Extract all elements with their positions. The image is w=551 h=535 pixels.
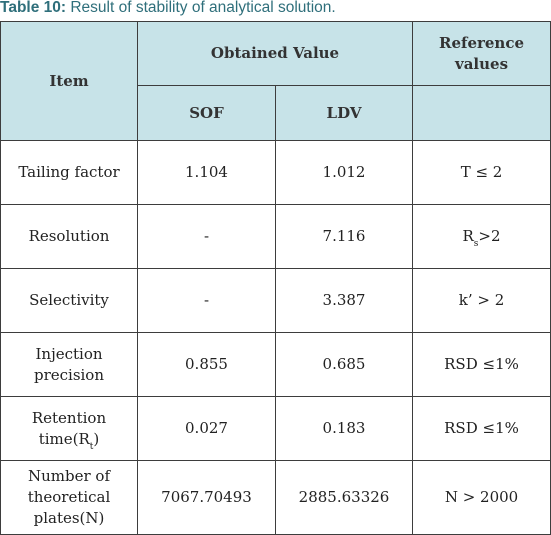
table-row: Tailing factor 1.104 1.012 T ≤ 2 <box>0 140 551 205</box>
reference-subscript: s <box>473 239 479 249</box>
sof-cell: - <box>137 204 276 269</box>
item-cell: Injection precision <box>0 332 138 397</box>
header-sof: SOF <box>137 85 276 141</box>
stability-table: Item Obtained Value Reference values SOF… <box>0 21 551 535</box>
caption-label: Table 10: <box>0 0 67 16</box>
item-cell: Selectivity <box>0 268 138 333</box>
item-cell: Number of theoretical plates(N) <box>0 460 138 535</box>
sof-cell: 0.855 <box>137 332 276 397</box>
sof-cell: - <box>137 268 276 333</box>
item-main: Retention time(R <box>31 408 107 448</box>
table-row: Injection precision 0.855 0.685 RSD ≤1% <box>0 332 551 397</box>
item-cell: Retention time(Rt) <box>0 396 138 461</box>
header-obtained-value: Obtained Value <box>136 21 414 86</box>
header-item: Item <box>0 21 138 141</box>
item-cell: Resolution <box>0 204 138 269</box>
table-caption: Table 10: Result of stability of analyti… <box>0 0 551 20</box>
reference-tail: >2 <box>478 227 501 245</box>
reference-cell: RSD ≤1% <box>412 332 551 397</box>
ldv-cell: 7.116 <box>274 204 414 269</box>
reference-cell: Rs>2 <box>412 204 551 269</box>
item-tail: ) <box>93 429 100 448</box>
ldv-cell: 2885.63326 <box>274 460 414 535</box>
table-row: Number of theoretical plates(N) 7067.704… <box>0 460 551 535</box>
sof-cell: 0.027 <box>137 396 276 461</box>
item-subscript: t <box>89 441 94 452</box>
header-ldv: LDV <box>274 85 414 141</box>
ldv-cell: 0.685 <box>274 332 414 397</box>
header-reference-values: Reference values <box>412 21 551 86</box>
sof-cell: 7067.70493 <box>137 460 276 535</box>
ldv-cell: 1.012 <box>274 140 414 205</box>
table-row: Resolution - 7.116 Rs>2 <box>0 204 551 269</box>
table-row: Selectivity - 3.387 k’ > 2 <box>0 268 551 333</box>
reference-cell: k’ > 2 <box>412 268 551 333</box>
table-row: Retention time(Rt) 0.027 0.183 RSD ≤1% <box>0 396 551 461</box>
item-cell: Tailing factor <box>0 140 138 205</box>
caption-text: Result of stability of analytical soluti… <box>66 0 336 16</box>
reference-main: R <box>462 227 474 245</box>
reference-cell: RSD ≤1% <box>412 396 551 461</box>
ldv-cell: 3.387 <box>274 268 414 333</box>
reference-cell: T ≤ 2 <box>412 140 551 205</box>
ldv-cell: 0.183 <box>274 396 414 461</box>
sof-cell: 1.104 <box>137 140 276 205</box>
reference-cell: N > 2000 <box>412 460 551 535</box>
header-reference-blank <box>412 85 551 141</box>
